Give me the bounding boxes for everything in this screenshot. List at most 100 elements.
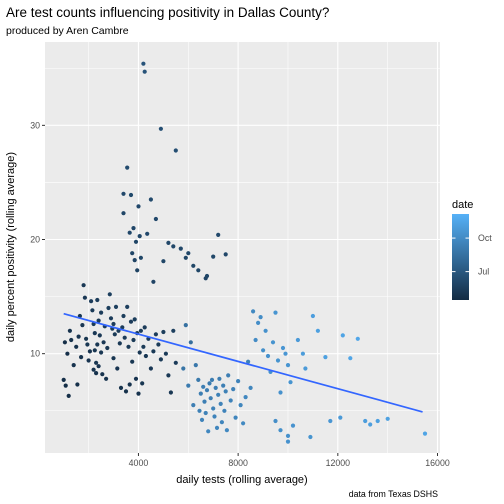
- data-point: [243, 395, 248, 400]
- data-point: [95, 342, 100, 347]
- data-point: [92, 331, 97, 336]
- data-point: [122, 335, 127, 340]
- data-point: [193, 363, 198, 368]
- data-point: [131, 337, 136, 343]
- data-point: [127, 382, 132, 387]
- data-point: [107, 292, 112, 297]
- data-point: [130, 359, 135, 364]
- data-point: [202, 399, 207, 404]
- data-point: [197, 408, 202, 413]
- data-point: [178, 246, 183, 251]
- grid-major: [45, 42, 440, 453]
- y-tick-label: 30: [30, 120, 40, 130]
- data-point: [113, 304, 119, 309]
- data-point: [300, 351, 305, 356]
- data-point: [214, 425, 220, 430]
- data-point: [209, 377, 215, 382]
- data-point: [66, 393, 71, 398]
- data-point: [191, 403, 196, 408]
- y-tick-label: 10: [30, 349, 40, 359]
- data-point: [251, 309, 256, 314]
- data-point: [273, 310, 278, 315]
- data-point: [145, 231, 150, 236]
- data-point: [138, 328, 143, 333]
- data-point: [158, 357, 163, 362]
- legend-colorbar: [452, 214, 469, 300]
- data-point: [219, 420, 224, 425]
- data-point: [211, 406, 216, 411]
- data-point: [191, 263, 196, 268]
- data-point: [263, 328, 268, 333]
- data-point: [135, 268, 140, 273]
- data-point: [288, 380, 293, 385]
- data-point: [108, 316, 114, 321]
- data-point: [168, 390, 173, 395]
- data-point: [204, 388, 210, 393]
- chart-subtitle: produced by Aren Cambre: [6, 25, 129, 37]
- data-point: [173, 148, 178, 153]
- data-point: [285, 363, 291, 368]
- data-point: [161, 329, 166, 335]
- data-point: [94, 360, 99, 365]
- data-point: [226, 373, 231, 378]
- data-point: [115, 366, 120, 371]
- data-point: [422, 431, 428, 436]
- data-point: [186, 251, 191, 256]
- data-point: [133, 239, 139, 244]
- data-point: [111, 321, 116, 327]
- data-point: [208, 396, 213, 401]
- data-point: [133, 376, 139, 381]
- data-point: [270, 340, 276, 345]
- data-point: [128, 319, 134, 324]
- data-point: [95, 297, 100, 303]
- data-point: [283, 351, 288, 356]
- data-point: [221, 383, 226, 388]
- data-point: [363, 418, 368, 424]
- data-point: [285, 439, 291, 444]
- data-point: [206, 429, 211, 434]
- data-point: [348, 356, 353, 361]
- data-point: [140, 381, 145, 386]
- data-point: [280, 345, 286, 351]
- data-point: [127, 230, 132, 235]
- data-point: [130, 251, 135, 256]
- data-point: [315, 328, 320, 333]
- data-point: [261, 348, 266, 353]
- data-point: [275, 358, 281, 363]
- data-point: [75, 382, 80, 387]
- data-point: [199, 417, 205, 422]
- data-point: [94, 371, 99, 376]
- data-point: [156, 342, 161, 347]
- data-point: [82, 295, 87, 300]
- data-point: [295, 337, 300, 343]
- data-point: [222, 408, 227, 413]
- data-point: [233, 415, 238, 420]
- data-point: [125, 165, 130, 170]
- x-tick-label: 4000: [129, 458, 149, 468]
- data-point: [248, 385, 253, 390]
- data-point: [80, 323, 85, 328]
- data-point: [123, 389, 129, 394]
- data-point: [375, 418, 380, 424]
- data-point: [87, 349, 92, 354]
- data-point: [171, 244, 176, 249]
- data-point: [151, 279, 156, 284]
- data-point: [385, 416, 390, 421]
- data-point: [141, 344, 146, 349]
- data-point: [163, 351, 168, 356]
- data-point: [99, 310, 104, 315]
- data-point: [92, 348, 97, 353]
- data-point: [148, 366, 153, 371]
- x-tick-label: 8000: [228, 458, 248, 468]
- data-point: [216, 392, 221, 397]
- data-point: [273, 418, 278, 424]
- data-point: [196, 377, 201, 382]
- x-tick-label: 16000: [425, 458, 450, 468]
- data-point: [117, 341, 122, 346]
- trend-line: [63, 312, 423, 413]
- data-point: [228, 398, 233, 403]
- grid-minor: [45, 42, 440, 453]
- data-point: [131, 226, 136, 231]
- data-point: [101, 340, 106, 345]
- data-point: [183, 255, 188, 260]
